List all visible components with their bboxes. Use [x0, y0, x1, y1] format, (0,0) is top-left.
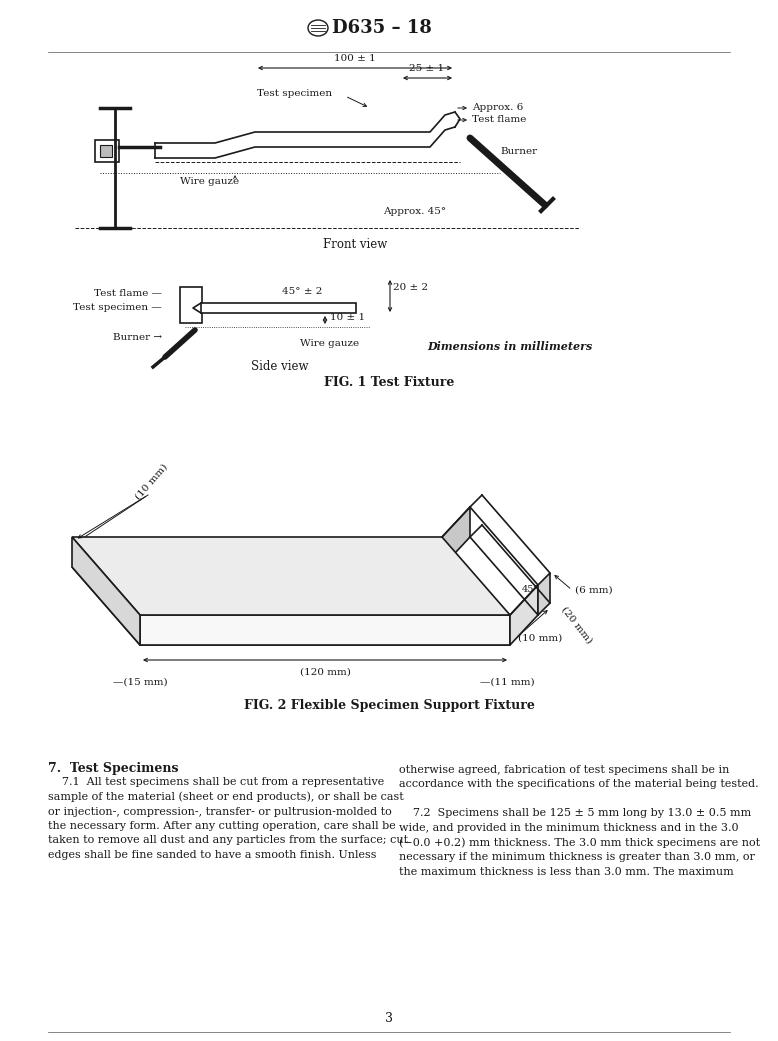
- Text: 3: 3: [385, 1012, 393, 1024]
- Text: 7.  Test Specimens: 7. Test Specimens: [48, 762, 178, 775]
- Text: (10 mm): (10 mm): [134, 462, 170, 502]
- Polygon shape: [72, 537, 510, 615]
- Polygon shape: [140, 615, 510, 645]
- Text: FIG. 1 Test Fixture: FIG. 1 Test Fixture: [324, 377, 454, 389]
- Text: —(11 mm): —(11 mm): [480, 678, 534, 686]
- Text: Test flame —: Test flame —: [94, 288, 162, 298]
- Text: Test specimen —: Test specimen —: [73, 304, 162, 312]
- Polygon shape: [538, 573, 550, 615]
- Text: (10 mm): (10 mm): [518, 634, 562, 642]
- Text: Burner: Burner: [500, 148, 537, 156]
- Text: Wire gauze: Wire gauze: [300, 338, 359, 348]
- Text: 100 ± 1: 100 ± 1: [334, 54, 376, 64]
- Polygon shape: [442, 507, 470, 567]
- Text: Dimensions in millimeters: Dimensions in millimeters: [427, 341, 593, 353]
- FancyBboxPatch shape: [95, 139, 119, 162]
- Text: 20 ± 2: 20 ± 2: [393, 283, 428, 293]
- Text: Side view: Side view: [251, 360, 309, 374]
- Text: Approx. 45°: Approx. 45°: [384, 207, 447, 217]
- Text: (6 mm): (6 mm): [575, 585, 612, 594]
- FancyBboxPatch shape: [100, 145, 112, 157]
- Text: Test flame: Test flame: [472, 116, 527, 125]
- Text: 45° ± 2: 45° ± 2: [282, 286, 322, 296]
- Text: D635 – 18: D635 – 18: [332, 19, 432, 37]
- Polygon shape: [72, 537, 140, 645]
- FancyBboxPatch shape: [201, 303, 356, 313]
- Text: (120 mm): (120 mm): [300, 668, 350, 677]
- Text: 45°: 45°: [532, 599, 549, 608]
- Text: 25 ± 1: 25 ± 1: [409, 64, 444, 73]
- Text: —(15 mm): —(15 mm): [113, 678, 167, 686]
- Text: Test specimen: Test specimen: [258, 88, 332, 98]
- Text: 7.1  All test specimens shall be cut from a representative
sample of the materia: 7.1 All test specimens shall be cut from…: [48, 777, 408, 860]
- Text: Approx. 6: Approx. 6: [472, 103, 524, 112]
- FancyBboxPatch shape: [180, 287, 202, 323]
- Text: 45°: 45°: [522, 585, 539, 594]
- Text: 10 ± 1: 10 ± 1: [330, 312, 365, 322]
- Text: FIG. 2 Flexible Specimen Support Fixture: FIG. 2 Flexible Specimen Support Fixture: [244, 699, 534, 711]
- Text: Wire gauze: Wire gauze: [180, 178, 240, 186]
- Text: Burner →: Burner →: [113, 332, 162, 341]
- Polygon shape: [510, 585, 538, 645]
- Text: otherwise agreed, fabrication of test specimens shall be in
accordance with the : otherwise agreed, fabrication of test sp…: [399, 765, 760, 877]
- Text: (20 mm): (20 mm): [560, 605, 594, 645]
- Polygon shape: [72, 567, 510, 645]
- Text: Front view: Front view: [323, 238, 387, 252]
